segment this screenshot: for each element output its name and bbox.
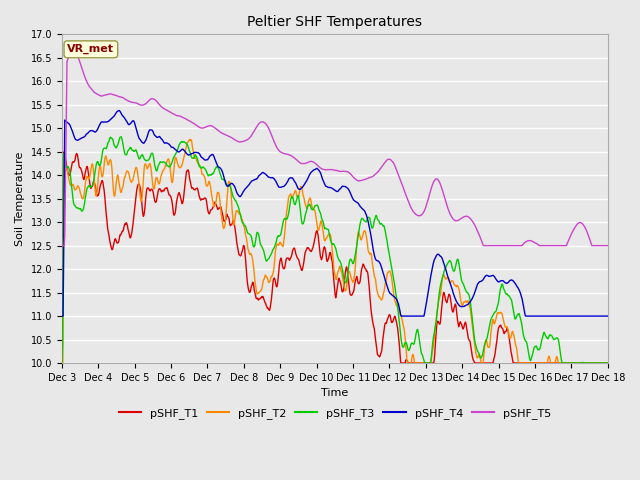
Legend: pSHF_T1, pSHF_T2, pSHF_T3, pSHF_T4, pSHF_T5: pSHF_T1, pSHF_T2, pSHF_T3, pSHF_T4, pSHF… [114, 403, 556, 423]
Title: Peltier SHF Temperatures: Peltier SHF Temperatures [247, 15, 422, 29]
X-axis label: Time: Time [321, 388, 349, 398]
Y-axis label: Soil Temperature: Soil Temperature [15, 152, 25, 246]
Text: VR_met: VR_met [67, 44, 115, 54]
